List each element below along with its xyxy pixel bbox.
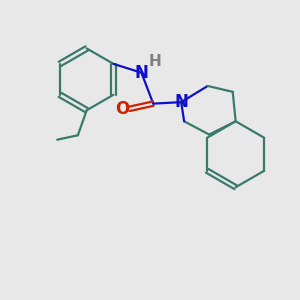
Text: N: N [174,93,188,111]
Text: O: O [116,100,130,118]
Text: H: H [148,54,161,69]
Text: N: N [134,64,148,82]
